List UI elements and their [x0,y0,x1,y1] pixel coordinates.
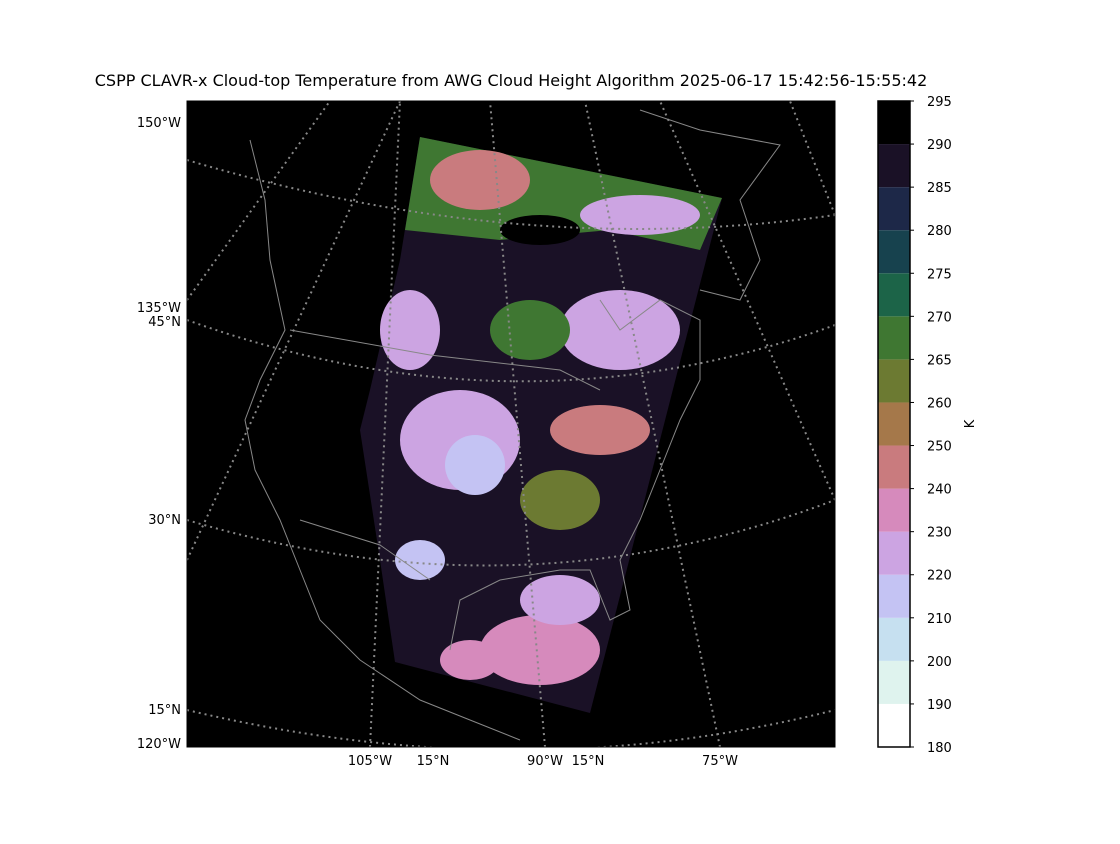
colorbar-tick-label: 180 [927,741,952,756]
colorbar-tick-label: 190 [927,698,952,713]
colorbar-tick-label: 210 [927,612,952,627]
colorbar-segment [878,316,910,360]
lat-label: 15°N [148,703,181,718]
lon-label: 15°N [417,754,450,769]
cloud [500,215,580,245]
colorbar-segment [878,359,910,403]
colorbar-tick-label: 285 [927,181,952,196]
cloud [520,470,600,530]
colorbar-tick-label: 290 [927,138,952,153]
colorbar-tick-label: 280 [927,224,952,239]
cloud [430,150,530,210]
cloud [490,300,570,360]
cloud [440,640,500,680]
colorbar-segment [878,144,910,188]
colorbar-segment [878,230,910,274]
graticule [187,101,835,747]
colorbar-tick-label: 200 [927,655,952,670]
lat-label: 150°W [137,116,181,131]
cloud [520,575,600,625]
colorbar-segment [878,703,910,747]
map [186,100,836,748]
swath-area [360,137,722,713]
colorbar-segment [878,187,910,231]
colorbar-label: K [963,419,978,428]
lon-label: 90°W [527,754,563,769]
colorbar-segment [878,531,910,575]
colorbar-frame [877,100,911,748]
colorbar-segment [878,488,910,532]
lat-label: 30°N [148,513,181,528]
cloud [445,435,505,495]
map-frame [186,100,836,748]
lat-label: 45°N [148,315,181,330]
colorbar-tick-label: 265 [927,353,952,368]
colorbar-tick-label: 275 [927,267,952,282]
colorbar: 180 190 200 210 220 230 240 250 260 265 270 275 280 2… [877,95,952,756]
cloud [550,405,650,455]
cloud [395,540,445,580]
colorbar-tick-label: 230 [927,526,952,541]
lon-label: 15°N [572,754,605,769]
cloud [580,195,700,235]
lat-label: 120°W [137,737,181,752]
colorbar-tick-label: 220 [927,569,952,584]
cloud [380,290,440,370]
colorbar-tick-label: 250 [927,440,952,455]
colorbar-segment [878,273,910,317]
colorbar-segment [878,402,910,446]
colorbar-tick-label: 240 [927,483,952,498]
map-labels: 150°W 135°W45°N 30°N 15°N 120°W 105°W 15°N 90°W… [137,116,738,769]
colorbar-tick-label: 270 [927,310,952,325]
colorbar-segment [878,445,910,489]
colorbar-segment [878,617,910,661]
colorbar-tick-label: 260 [927,396,952,411]
title: CSPP CLAVR-x Cloud-top Temperature from … [95,71,928,90]
colorbar-tick-label: 295 [927,95,952,110]
lon-label: 105°W [348,754,392,769]
colorbar-segment [878,101,910,145]
colorbar-segment [878,574,910,618]
coastlines [244,109,781,741]
lat-label: 135°W [137,301,181,316]
colorbar-segment [878,660,910,704]
cloud [480,615,600,685]
lon-label: 75°W [702,754,738,769]
